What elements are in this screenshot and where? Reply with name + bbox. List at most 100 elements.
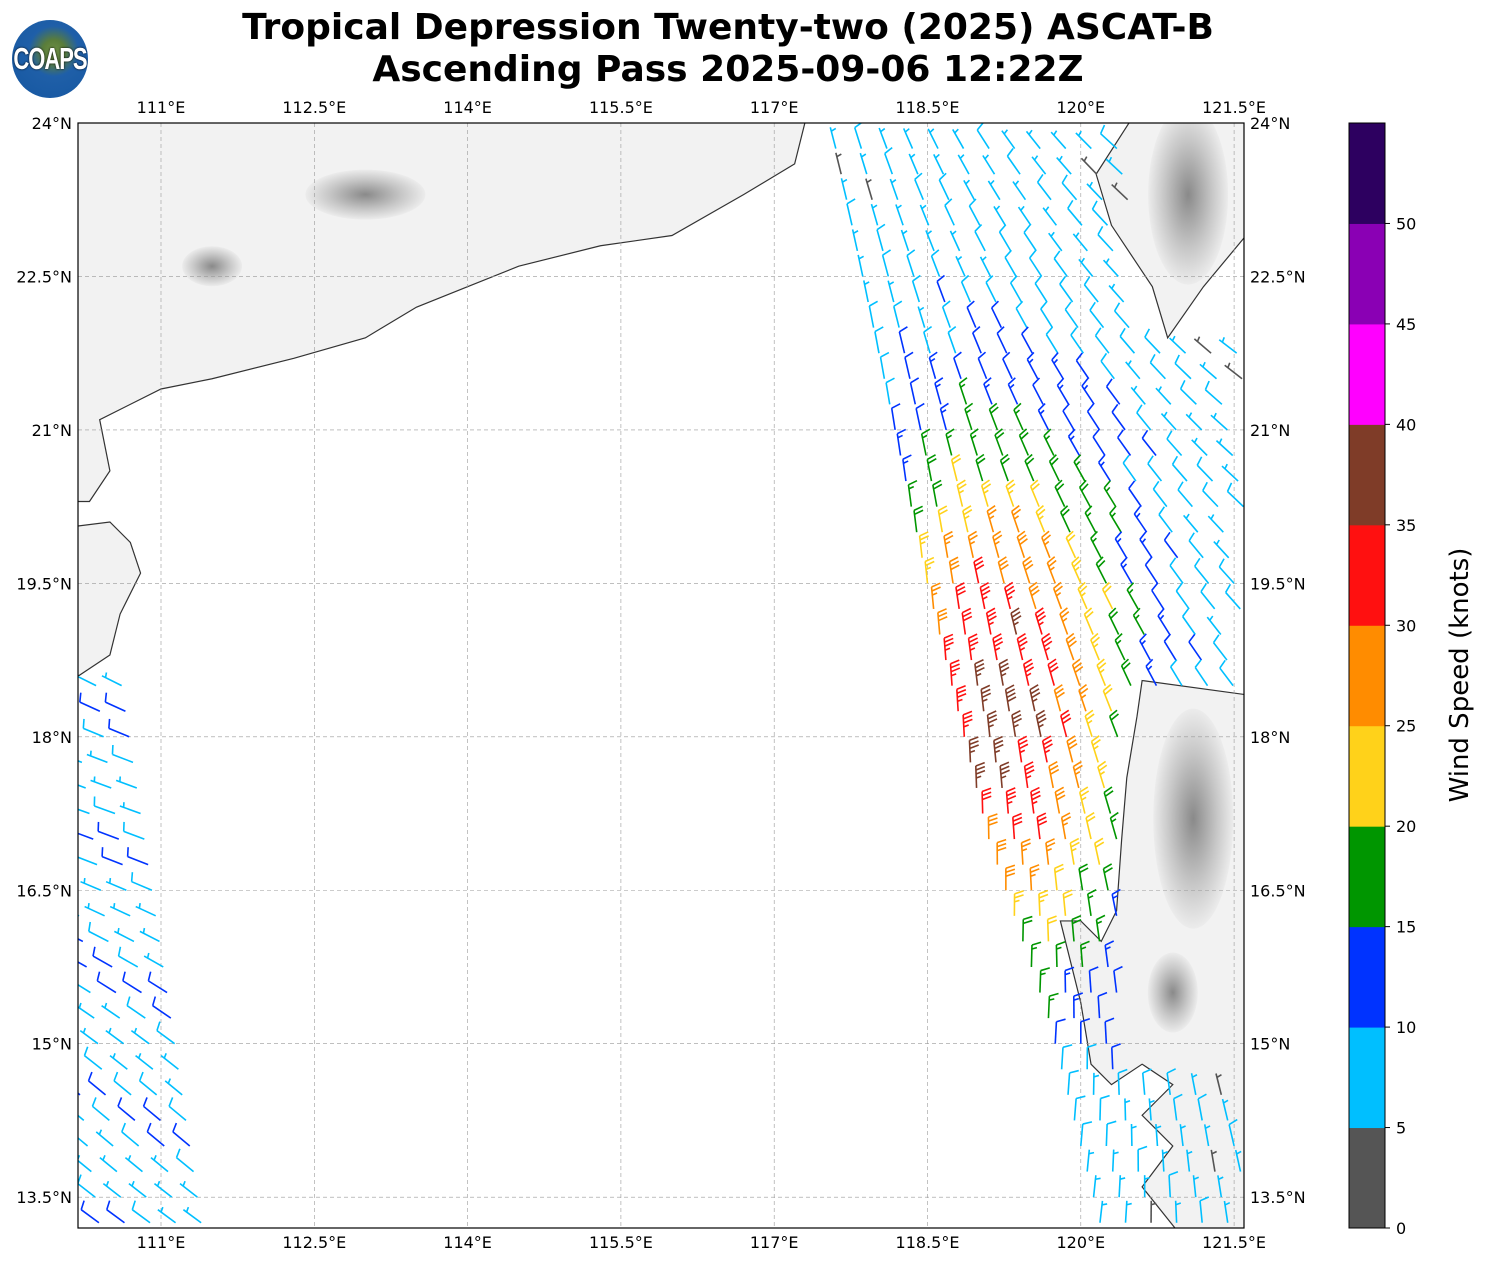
wind-barb bbox=[1092, 429, 1106, 456]
barb-full-tick bbox=[1005, 585, 1015, 593]
barb-half-tick bbox=[133, 1027, 138, 1034]
barb-shaft bbox=[1172, 1098, 1178, 1121]
wind-barb bbox=[1171, 455, 1188, 482]
barb-shaft bbox=[168, 1105, 187, 1122]
wind-barb bbox=[1009, 275, 1023, 303]
wind-barb bbox=[1046, 915, 1057, 942]
lat-tick-label-left: 24°N bbox=[32, 114, 72, 133]
barb-half-tick bbox=[117, 927, 120, 934]
wind-barb bbox=[1188, 633, 1203, 661]
wind-barb bbox=[1147, 455, 1163, 482]
wind-barb bbox=[1120, 658, 1132, 686]
colorbar-tick-label: 40 bbox=[1396, 415, 1416, 434]
wind-barb bbox=[1166, 1068, 1177, 1095]
barb-full-tick bbox=[1047, 658, 1057, 666]
barb-full-tick bbox=[990, 406, 999, 414]
barb-full-tick bbox=[87, 1071, 93, 1082]
barb-full-tick bbox=[993, 735, 1003, 742]
barb-half-tick bbox=[1099, 770, 1105, 776]
wind-barb bbox=[1086, 403, 1101, 431]
barb-shaft bbox=[1168, 1175, 1172, 1198]
wind-barb bbox=[1097, 454, 1112, 482]
wind-barb bbox=[933, 153, 945, 175]
wind-barb bbox=[150, 1155, 169, 1173]
wind-barb bbox=[1053, 684, 1065, 712]
wind-barb bbox=[1207, 514, 1224, 533]
barb-full-tick bbox=[906, 249, 916, 257]
barb-half-tick bbox=[965, 409, 971, 414]
barb-half-tick bbox=[1009, 383, 1015, 389]
wind-barb bbox=[987, 813, 998, 840]
wind-barb bbox=[948, 556, 960, 584]
lon-tick-label-top: 114°E bbox=[443, 98, 492, 117]
barb-full-tick bbox=[1083, 276, 1091, 286]
barb-full-tick bbox=[1049, 666, 1059, 673]
wind-barb bbox=[1095, 556, 1108, 584]
barb-shaft bbox=[911, 280, 921, 303]
barb-full-tick bbox=[1056, 377, 1065, 386]
barb-full-tick bbox=[928, 351, 938, 359]
barb-full-tick bbox=[1139, 531, 1147, 540]
wind-barb bbox=[1119, 327, 1136, 354]
wind-barb bbox=[153, 1180, 173, 1198]
wind-barb bbox=[1141, 429, 1157, 456]
barb-half-tick bbox=[989, 515, 995, 520]
terrain-shading bbox=[1153, 708, 1234, 929]
barb-shaft bbox=[1122, 462, 1137, 482]
barb-full-tick bbox=[1080, 483, 1089, 492]
wind-barb bbox=[1215, 438, 1234, 457]
barb-full-tick bbox=[91, 1097, 97, 1107]
wind-barb bbox=[1109, 505, 1122, 533]
barb-full-tick bbox=[996, 842, 1007, 848]
wind-barb bbox=[168, 1097, 187, 1122]
barb-full-tick bbox=[1071, 556, 1080, 564]
wind-barb bbox=[900, 229, 910, 252]
barb-shaft bbox=[1151, 589, 1165, 610]
barb-full-tick bbox=[956, 590, 966, 596]
colorbar-bin bbox=[1349, 826, 1385, 928]
barb-full-tick bbox=[130, 872, 134, 882]
barb-full-tick bbox=[1030, 479, 1039, 487]
barb-full-tick bbox=[1188, 633, 1196, 643]
barb-half-tick bbox=[1221, 337, 1225, 343]
barb-full-tick bbox=[1070, 841, 1080, 848]
barb-full-tick bbox=[1070, 326, 1078, 336]
barb-full-tick bbox=[1099, 124, 1106, 135]
barb-shaft bbox=[94, 805, 116, 815]
wind-barb bbox=[1210, 412, 1228, 431]
barb-full-tick bbox=[985, 275, 994, 283]
barb-shaft bbox=[121, 1131, 140, 1147]
wind-barb bbox=[1149, 353, 1166, 380]
barb-half-tick bbox=[1048, 105, 1051, 109]
barb-full-tick bbox=[1031, 483, 1040, 491]
barb-full-tick bbox=[1042, 534, 1052, 542]
barb-full-tick bbox=[968, 534, 978, 541]
barb-half-tick bbox=[976, 672, 982, 677]
barb-full-tick bbox=[1054, 786, 1065, 793]
barb-half-tick bbox=[1023, 105, 1026, 109]
barb-full-tick bbox=[1011, 709, 1021, 716]
wind-barb bbox=[1083, 276, 1099, 303]
barb-full-tick bbox=[975, 662, 985, 669]
wind-barb bbox=[1059, 505, 1071, 533]
barb-full-tick bbox=[968, 530, 977, 537]
wind-barb bbox=[1168, 1170, 1179, 1198]
barb-full-tick bbox=[1019, 538, 1028, 546]
barb-shaft bbox=[83, 1055, 103, 1070]
barb-half-tick bbox=[1093, 643, 1099, 648]
barb-full-tick bbox=[981, 692, 992, 699]
barb-half-tick bbox=[87, 902, 90, 909]
barb-half-tick bbox=[1105, 486, 1111, 492]
barb-shaft bbox=[906, 255, 915, 277]
barb-full-tick bbox=[975, 765, 986, 771]
barb-full-tick bbox=[1006, 787, 1016, 793]
barb-full-tick bbox=[1017, 636, 1027, 644]
wind-barb bbox=[1053, 250, 1068, 277]
map-frame bbox=[77, 122, 1245, 1229]
barb-shaft bbox=[92, 955, 113, 968]
barb-full-tick bbox=[104, 692, 108, 703]
barb-full-tick bbox=[1013, 402, 1022, 411]
wind-barb bbox=[1041, 530, 1052, 559]
logo-text: COAPS bbox=[13, 40, 87, 76]
wind-barb bbox=[1097, 760, 1108, 789]
